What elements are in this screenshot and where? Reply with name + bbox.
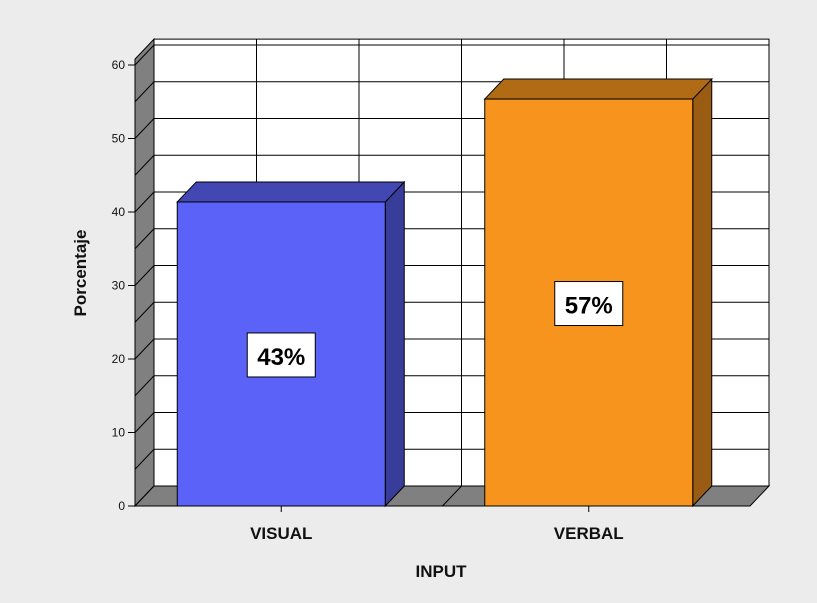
- data-label-visual: 43%: [246, 332, 316, 378]
- data-label-box: [554, 281, 624, 327]
- floor-gridline: [442, 485, 462, 507]
- y-tick-label: 60: [112, 58, 126, 72]
- bar-top: [176, 181, 406, 203]
- y-tick-label: 40: [112, 205, 126, 219]
- side-wall-gridline: [134, 448, 155, 470]
- y-tick-label: 30: [112, 279, 126, 293]
- y-axis-title: Porcentaje: [71, 230, 90, 317]
- x-tick-label: VERBAL: [554, 524, 624, 543]
- bar-visual: [176, 180, 406, 508]
- side-wall-gridline: [134, 338, 155, 360]
- y-axis: 0 10 20 30 40 50 60: [112, 58, 136, 513]
- y-tick-label: 0: [118, 499, 125, 513]
- y-tick-label: 50: [112, 132, 126, 146]
- x-axis: VISUAL VERBAL: [250, 506, 624, 543]
- side-wall-gridline: [134, 191, 155, 213]
- plot-side-wall: [134, 37, 155, 508]
- side-wall-gridline: [134, 228, 155, 250]
- side-wall-gridline: [134, 154, 155, 176]
- data-label-box: [246, 332, 316, 378]
- side-wall-gridline: [134, 265, 155, 286]
- y-tick-label: 10: [112, 426, 126, 440]
- x-tick-label: VISUAL: [250, 524, 312, 543]
- bar-side: [384, 180, 405, 508]
- side-wall: [134, 37, 155, 508]
- side-wall-gridline: [134, 375, 155, 397]
- x-axis-title: INPUT: [416, 562, 468, 581]
- data-label-verbal: 57%: [554, 281, 624, 327]
- side-wall-gridline: [134, 118, 155, 139]
- data-labels: 43% 57%: [246, 281, 624, 378]
- data-label-text: 57%: [565, 293, 613, 320]
- bars: [176, 77, 713, 508]
- side-wall-gridline: [134, 81, 155, 103]
- bar-front: [176, 201, 386, 507]
- side-wall-gridline: [134, 44, 155, 66]
- bar-side: [692, 77, 713, 508]
- data-label-text: 43%: [257, 344, 305, 371]
- y-tick-label: 20: [112, 352, 126, 366]
- bar-top: [483, 78, 713, 100]
- side-wall-gridline: [134, 301, 155, 323]
- side-wall-gridline: [134, 412, 155, 433]
